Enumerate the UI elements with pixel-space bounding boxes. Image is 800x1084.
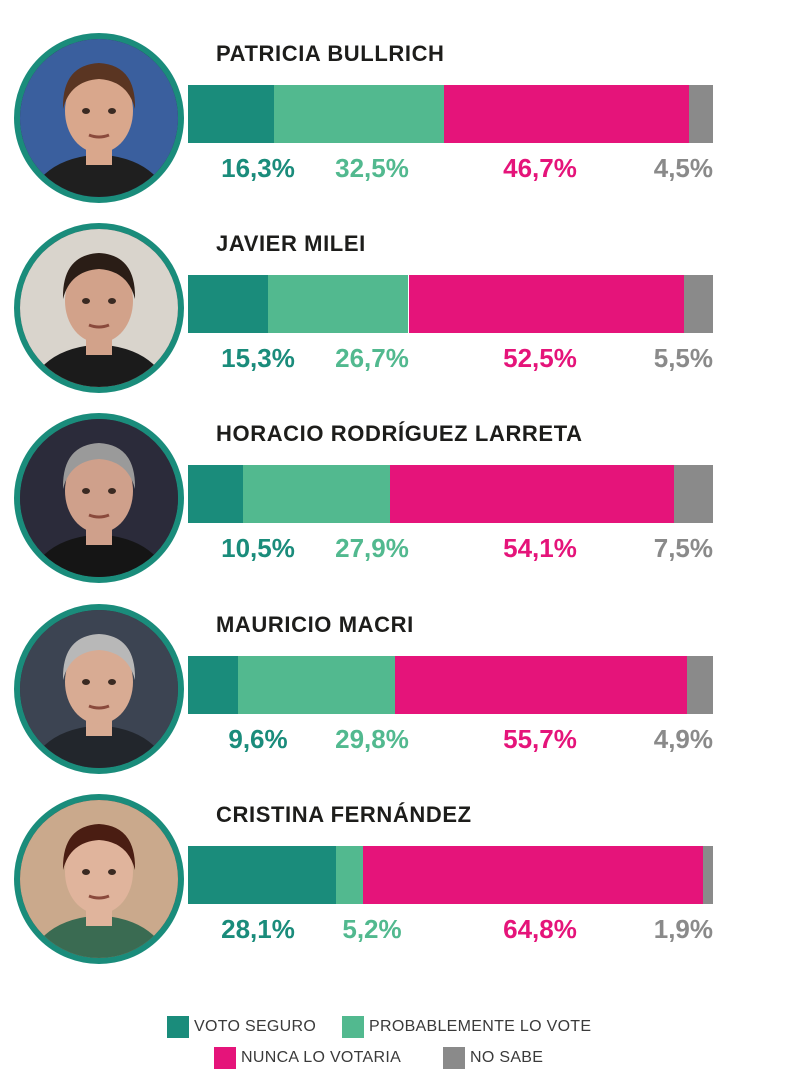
candidate-row-horacio-rodriguez-larreta: HORACIO RODRÍGUEZ LARRETA 10,5% 27,9% 54,1%…: [0, 413, 800, 603]
legend-swatch: [443, 1047, 465, 1069]
data-label-no-sabe: 5,5%: [653, 343, 713, 373]
bar-segment-no-sabe: [689, 85, 713, 143]
stacked-bar: [188, 85, 713, 143]
candidate-name: PATRICIA BULLRICH: [216, 41, 445, 66]
legend-item-voto-seguro: VOTO SEGURO: [167, 1016, 316, 1038]
bar-segment-nunca-lo-votaria: [389, 465, 674, 523]
stacked-bar: [188, 846, 713, 904]
cristina-fernandez-portrait-icon: [14, 794, 184, 964]
javier-milei-portrait-icon: [14, 223, 184, 393]
data-label-nunca-lo-votaria: 46,7%: [503, 153, 577, 183]
bar-segment-nunca-lo-votaria: [362, 846, 703, 904]
data-label-probablemente-lo-vote: 32,5%: [335, 153, 409, 183]
legend-label: NO SABE: [470, 1049, 544, 1066]
bar-segment-voto-seguro: [188, 846, 336, 904]
data-label-nunca-lo-votaria: 54,1%: [503, 533, 577, 563]
horacio-rodriguez-larreta-portrait-icon: [14, 413, 184, 583]
bar-segment-voto-seguro: [188, 656, 239, 714]
data-label-probablemente-lo-vote: 29,8%: [335, 724, 409, 754]
bar-segment-nunca-lo-votaria: [408, 275, 685, 333]
bar-segment-voto-seguro: [188, 465, 244, 523]
data-label-nunca-lo-votaria: 64,8%: [503, 914, 577, 944]
data-label-probablemente-lo-vote: 5,2%: [342, 914, 402, 944]
bar-segment-no-sabe: [687, 656, 713, 714]
legend-item-probablemente-lo-vote: PROBABLEMENTE LO VOTE: [342, 1016, 591, 1038]
legend-swatch: [214, 1047, 236, 1069]
bar-segment-probablemente-lo-vote: [268, 275, 409, 333]
candidate-row-patricia-bullrich: PATRICIA BULLRICH 16,3% 32,5% 46,7% 4,5%: [0, 33, 800, 223]
bar-segment-nunca-lo-votaria: [444, 85, 690, 143]
candidate-name: HORACIO RODRÍGUEZ LARRETA: [216, 421, 583, 446]
bar-segment-no-sabe: [684, 275, 713, 333]
legend-swatch: [167, 1016, 189, 1038]
legend-label: VOTO SEGURO: [194, 1018, 317, 1035]
legend-item-nunca-lo-votaria: NUNCA LO VOTARIA: [214, 1047, 401, 1069]
stacked-bar: [188, 465, 713, 523]
data-label-nunca-lo-votaria: 55,7%: [503, 724, 577, 754]
data-label-no-sabe: 1,9%: [653, 914, 713, 944]
data-label-probablemente-lo-vote: 26,7%: [335, 343, 409, 373]
data-label-voto-seguro: 15,3%: [221, 343, 295, 373]
legend-swatch: [342, 1016, 364, 1038]
stacked-bar: [188, 275, 713, 333]
data-label-voto-seguro: 16,3%: [221, 153, 295, 183]
data-label-probablemente-lo-vote: 27,9%: [335, 533, 409, 563]
bar-segment-voto-seguro: [188, 275, 269, 333]
bar-segment-voto-seguro: [188, 85, 274, 143]
candidate-name: JAVIER MILEI: [216, 231, 366, 256]
bar-segment-no-sabe: [673, 465, 713, 523]
bar-segment-probablemente-lo-vote: [273, 85, 445, 143]
data-label-no-sabe: 4,9%: [653, 724, 713, 754]
data-label-voto-seguro: 10,5%: [221, 533, 295, 563]
data-label-nunca-lo-votaria: 52,5%: [503, 343, 577, 373]
patricia-bullrich-portrait-icon: [14, 33, 184, 203]
legend-label: NUNCA LO VOTARIA: [241, 1049, 402, 1066]
mauricio-macri-portrait-icon: [14, 604, 184, 774]
bar-segment-nunca-lo-votaria: [394, 656, 688, 714]
data-label-no-sabe: 7,5%: [653, 533, 713, 563]
data-label-voto-seguro: 28,1%: [221, 914, 295, 944]
legend-label: PROBABLEMENTE LO VOTE: [369, 1018, 592, 1035]
data-label-no-sabe: 4,5%: [653, 153, 713, 183]
candidate-row-cristina-fernandez: CRISTINA FERNÁNDEZ 28,1% 5,2% 64,8% 1,9%: [0, 794, 800, 984]
bar-segment-probablemente-lo-vote: [243, 465, 390, 523]
candidate-name: CRISTINA FERNÁNDEZ: [216, 802, 472, 827]
legend-item-no-sabe: NO SABE: [443, 1047, 543, 1069]
candidate-row-javier-milei: JAVIER MILEI 15,3% 26,7% 52,5% 5,5%: [0, 223, 800, 413]
candidate-name: MAURICIO MACRI: [216, 612, 414, 637]
bar-segment-probablemente-lo-vote: [335, 846, 363, 904]
stacked-bar: [188, 656, 713, 714]
data-label-voto-seguro: 9,6%: [228, 724, 288, 754]
bar-segment-probablemente-lo-vote: [238, 656, 395, 714]
bar-segment-no-sabe: [703, 846, 713, 904]
candidate-row-mauricio-macri: MAURICIO MACRI 9,6% 29,8% 55,7% 4,9%: [0, 604, 800, 794]
